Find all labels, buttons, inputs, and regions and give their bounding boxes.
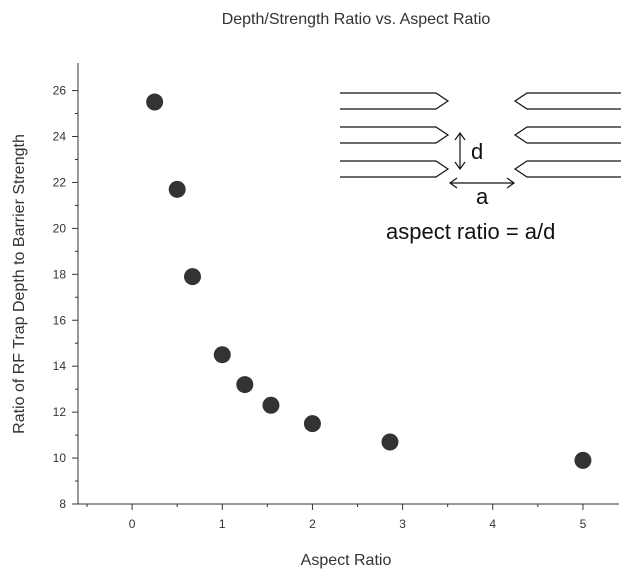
x-tick-label: 3 xyxy=(399,517,406,531)
y-tick-label: 12 xyxy=(53,405,67,419)
y-tick-label: 18 xyxy=(53,267,67,281)
right-electrode-3 xyxy=(513,160,621,178)
left-electrode-3 xyxy=(340,160,450,178)
y-tick-label: 20 xyxy=(53,221,67,235)
y-tick-label: 14 xyxy=(53,359,67,373)
x-ticks: 0 1 2 3 4 5 xyxy=(86,504,587,531)
data-point xyxy=(262,396,280,414)
x-axis-label: Aspect Ratio xyxy=(301,552,392,569)
x-tick-label: 0 xyxy=(129,517,136,531)
data-point xyxy=(184,268,202,286)
data-point xyxy=(213,346,231,364)
data-point xyxy=(236,376,254,394)
y-tick-label: 10 xyxy=(53,451,67,465)
data-point xyxy=(146,93,164,111)
y-tick-label: 24 xyxy=(53,130,67,144)
x-tick-label: 2 xyxy=(309,517,316,531)
x-tick-label: 4 xyxy=(489,517,496,531)
data-points xyxy=(146,93,592,469)
data-point xyxy=(303,415,321,433)
chart-title: Depth/Strength Ratio vs. Aspect Ratio xyxy=(222,11,491,28)
y-tick-label: 22 xyxy=(53,175,67,189)
a-label: a xyxy=(476,184,489,209)
data-point xyxy=(381,433,399,451)
right-electrode-1 xyxy=(513,92,621,110)
x-tick-label: 5 xyxy=(580,517,587,531)
y-tick-label: 8 xyxy=(59,497,66,511)
right-electrode-2 xyxy=(513,126,621,144)
aspect-ratio-equation: aspect ratio = a/d xyxy=(386,219,555,244)
y-ticks: 8 10 12 14 16 18 20 22 24 26 xyxy=(53,84,78,511)
right-electrodes xyxy=(513,92,621,178)
left-electrode-1 xyxy=(340,92,450,110)
axes xyxy=(77,63,619,505)
inset-diagram: d a aspect ratio = a/d xyxy=(340,92,621,244)
left-electrode-2 xyxy=(340,126,450,144)
y-tick-label: 16 xyxy=(53,313,67,327)
d-label: d xyxy=(471,139,483,164)
a-arrow xyxy=(448,177,516,189)
x-tick-label: 1 xyxy=(219,517,226,531)
y-axis-label: Ratio of RF Trap Depth to Barrier Streng… xyxy=(11,134,28,434)
left-electrodes xyxy=(340,92,450,178)
y-tick-label: 26 xyxy=(53,84,67,98)
d-arrow xyxy=(454,131,466,171)
data-point xyxy=(168,180,186,198)
data-point xyxy=(574,451,592,469)
